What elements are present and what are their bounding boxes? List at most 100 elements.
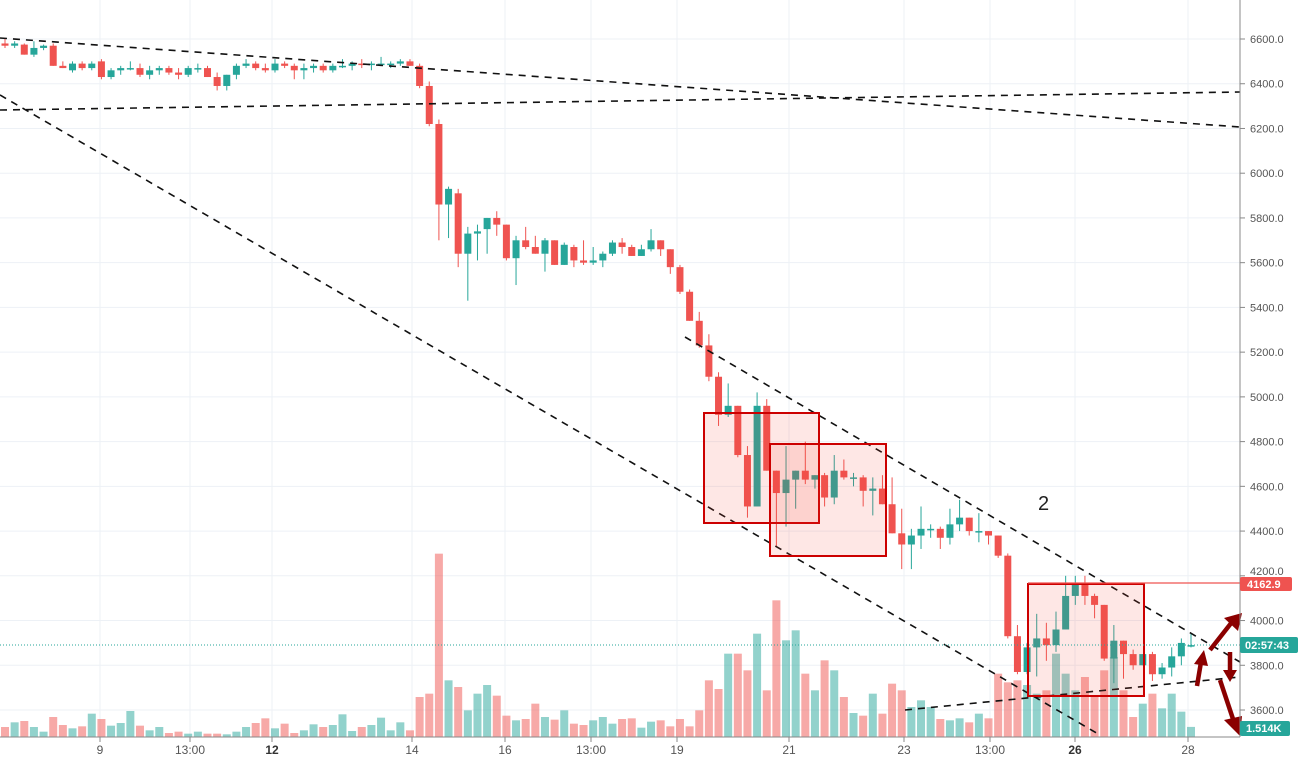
volume-bar — [1167, 693, 1176, 737]
volume-bar — [126, 711, 135, 737]
candle-body — [1129, 654, 1137, 666]
volume-bar — [213, 733, 222, 737]
volume-bar — [222, 734, 231, 737]
candle-body — [1120, 640, 1128, 655]
volume-bar — [49, 717, 58, 737]
volume-bar — [68, 728, 77, 737]
volume-bar — [309, 724, 318, 737]
trendline-long-descending[interactable] — [0, 94, 1101, 736]
price-axis[interactable]: 6600.0 6400.0 6200.0 6000.0 5800.0 5600.0 5400… — [1240, 34, 1284, 717]
candle-body — [763, 405, 771, 471]
trendline-channel-lower[interactable] — [904, 676, 1241, 711]
time-tick-label: 21 — [782, 743, 796, 757]
arrow-down-right-icon[interactable] — [1217, 679, 1242, 736]
volume-bar — [512, 720, 521, 737]
rectangles — [703, 412, 1145, 697]
volume-bar — [1119, 690, 1128, 737]
candle-body — [1100, 604, 1108, 659]
volume-bar — [772, 600, 781, 737]
volume-bar — [560, 710, 569, 737]
price-tick-label: 4000.0 — [1250, 616, 1284, 628]
candle-body — [599, 253, 607, 261]
volume-bar — [666, 726, 675, 737]
candles — [1, 39, 1195, 684]
volume-bar — [328, 725, 337, 737]
candle-body — [975, 531, 983, 533]
candle-body — [657, 240, 665, 250]
candle-body — [956, 517, 964, 525]
volume-bar — [97, 719, 106, 737]
candle-body — [1013, 636, 1021, 672]
volume-bar — [232, 731, 241, 737]
candle-body — [753, 405, 761, 507]
candle-body — [869, 488, 877, 491]
candle-body — [406, 61, 414, 66]
candle-body — [1033, 638, 1041, 648]
rectangle-zone-3[interactable] — [1027, 583, 1145, 697]
volume-bar — [473, 693, 482, 737]
volume-bar — [974, 713, 983, 737]
trendline-channel-upper[interactable] — [684, 336, 1241, 663]
volume-bar — [1080, 677, 1089, 737]
svg-text:02:57:43: 02:57:43 — [1245, 640, 1289, 652]
price-tick-label: 6000.0 — [1250, 168, 1284, 180]
candle-body — [1004, 555, 1012, 637]
candle-body — [348, 63, 356, 66]
candle-body — [743, 455, 751, 507]
volume-bar — [78, 726, 87, 737]
arrow-down-small-icon[interactable] — [1223, 652, 1237, 682]
volume-bar — [801, 673, 810, 737]
price-tick-label: 5400.0 — [1250, 302, 1284, 314]
arrow-up-right-icon[interactable] — [1208, 613, 1242, 652]
volume-bar — [685, 726, 694, 737]
volume-bar — [1013, 680, 1022, 737]
volume-bar — [984, 718, 993, 737]
volume-bar — [830, 670, 839, 737]
time-axis[interactable]: 9 13:00 12 14 16 13:00 19 21 23 13:00 26 28 — [97, 737, 1195, 757]
candle-body — [676, 267, 684, 292]
candle-body — [146, 70, 154, 75]
candle-body — [300, 68, 308, 71]
volume-bar — [20, 721, 29, 737]
volume-bar — [714, 689, 723, 737]
candle-body — [416, 65, 424, 86]
candle-body — [715, 376, 723, 415]
candle-body — [888, 504, 896, 534]
volume-bar — [280, 723, 289, 737]
trendline-top-descending[interactable] — [0, 37, 1241, 128]
volume-bar — [627, 718, 636, 737]
candle-body — [850, 477, 858, 479]
candle-body — [126, 68, 134, 70]
volume-bar — [868, 693, 877, 737]
price-tick-label: 6600.0 — [1250, 34, 1284, 46]
rectangle-zone-1[interactable] — [703, 412, 820, 524]
candle-body — [68, 63, 76, 71]
price-tick-label: 5800.0 — [1250, 213, 1284, 225]
annotation-label[interactable]: 2 — [1038, 493, 1049, 515]
time-tick-label: 23 — [897, 743, 911, 757]
rectangle-zone-2[interactable] — [769, 443, 887, 557]
drawings[interactable] — [0, 37, 1241, 736]
volume-bar — [810, 690, 819, 737]
volume-bar — [945, 720, 954, 737]
candle-body — [310, 65, 318, 69]
candle-body — [821, 475, 829, 498]
candle-body — [647, 240, 655, 250]
countdown-badge: 02:57:43 — [1240, 637, 1298, 653]
candle-body — [570, 247, 578, 261]
candle-body — [435, 123, 443, 205]
volume-bar — [203, 733, 212, 737]
price-tick-label: 5600.0 — [1250, 258, 1284, 270]
volume-bar — [463, 710, 472, 737]
candle-body — [917, 528, 925, 536]
volume-bar — [1148, 693, 1157, 737]
volume-bar — [367, 725, 376, 737]
candle-body — [1052, 629, 1060, 646]
candle-body — [666, 249, 674, 268]
arrow-up-small-icon[interactable] — [1194, 650, 1208, 687]
trendline-top-ascending[interactable] — [0, 91, 1241, 111]
volume-bar — [338, 714, 347, 737]
candle-body — [618, 242, 626, 248]
time-tick-label: 16 — [498, 743, 512, 757]
